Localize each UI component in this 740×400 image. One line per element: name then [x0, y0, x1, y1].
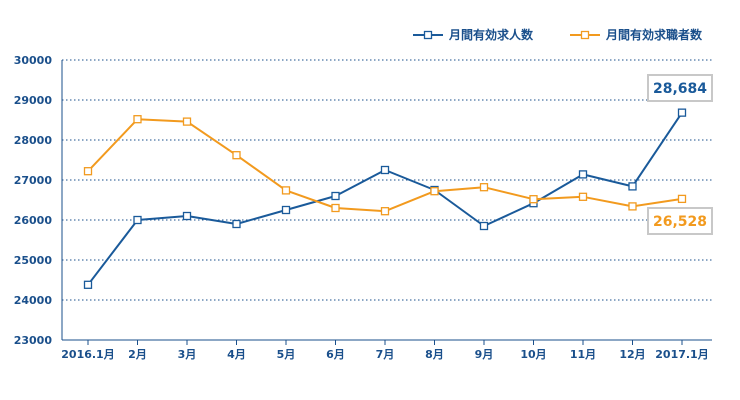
callout-box	[647, 74, 713, 102]
x-tick-label: 2017.1月	[655, 348, 708, 361]
data-point	[133, 215, 142, 225]
x-tick-label: 11月	[570, 348, 596, 361]
data-point	[232, 151, 241, 160]
data-point	[83, 167, 93, 176]
y-tick-label: 29000	[14, 94, 53, 107]
callouts: 28,684 26,528	[647, 74, 713, 235]
data-point	[479, 221, 489, 231]
y-tick-label: 27000	[14, 174, 53, 187]
x-tick-label: 10月	[520, 348, 546, 361]
legend-item-1: 月間有効求人数	[413, 27, 534, 42]
y-tick-label: 30000	[14, 54, 53, 67]
x-tick-label: 12月	[619, 348, 645, 361]
callout-value: 28,684	[653, 81, 707, 97]
x-tick-label: 5月	[277, 348, 296, 361]
y-tick-label: 25000	[14, 254, 53, 267]
series-2	[83, 115, 687, 216]
x-tick-label: 2月	[128, 348, 147, 361]
y-tick-label: 26000	[14, 214, 53, 227]
y-axis: 23000 24000 25000 26000 27000 28000 29000 30000	[14, 54, 63, 347]
data-point	[479, 183, 489, 192]
x-tick-label: 7月	[376, 348, 395, 361]
data-point	[83, 280, 93, 289]
data-point	[578, 170, 588, 179]
data-point	[182, 117, 192, 126]
x-tick-label: 9月	[475, 348, 494, 361]
data-point	[677, 194, 687, 204]
x-axis: 2016.1月 2月 3月 4月 5月 6月 7月 8月 9月 10月 11月 12月 2017.1月	[61, 339, 712, 361]
y-tick-label: 23000	[14, 334, 53, 347]
data-point	[380, 165, 390, 175]
data-point	[331, 203, 340, 213]
series-group	[83, 108, 687, 289]
callout-box	[647, 207, 713, 235]
y-tick-label: 28000	[14, 134, 53, 147]
x-tick-label: 8月	[425, 348, 444, 361]
legend-marker	[423, 30, 433, 40]
x-tick-label: 4月	[227, 348, 246, 361]
data-point	[529, 195, 538, 204]
data-point	[578, 192, 588, 201]
data-point	[628, 182, 637, 191]
legend-item-2: 月間有効求職者数	[570, 27, 703, 42]
data-point	[628, 202, 637, 211]
y-tick-label: 24000	[14, 294, 53, 307]
callout-1: 28,684	[647, 74, 713, 102]
grid-lines	[62, 59, 712, 301]
legend-label: 月間有効求職者数	[605, 27, 703, 42]
x-tick-label: 3月	[178, 348, 197, 361]
callout-value: 26,528	[653, 214, 707, 230]
data-point	[281, 186, 291, 195]
legend-label: 月間有効求人数	[448, 27, 534, 42]
legend: 月間有効求人数 月間有効求職者数	[413, 27, 703, 42]
data-point	[677, 108, 687, 117]
x-tick-label: 6月	[326, 348, 345, 361]
data-point	[232, 219, 241, 229]
data-point	[133, 115, 142, 124]
legend-marker	[580, 30, 590, 40]
data-point	[182, 211, 192, 221]
data-point	[430, 187, 439, 196]
data-point	[331, 191, 340, 201]
data-point	[380, 207, 390, 216]
callout-2: 26,528	[647, 207, 713, 235]
series-line	[87, 118, 683, 213]
x-tick-label: 2016.1月	[61, 348, 114, 361]
data-point	[281, 205, 291, 215]
